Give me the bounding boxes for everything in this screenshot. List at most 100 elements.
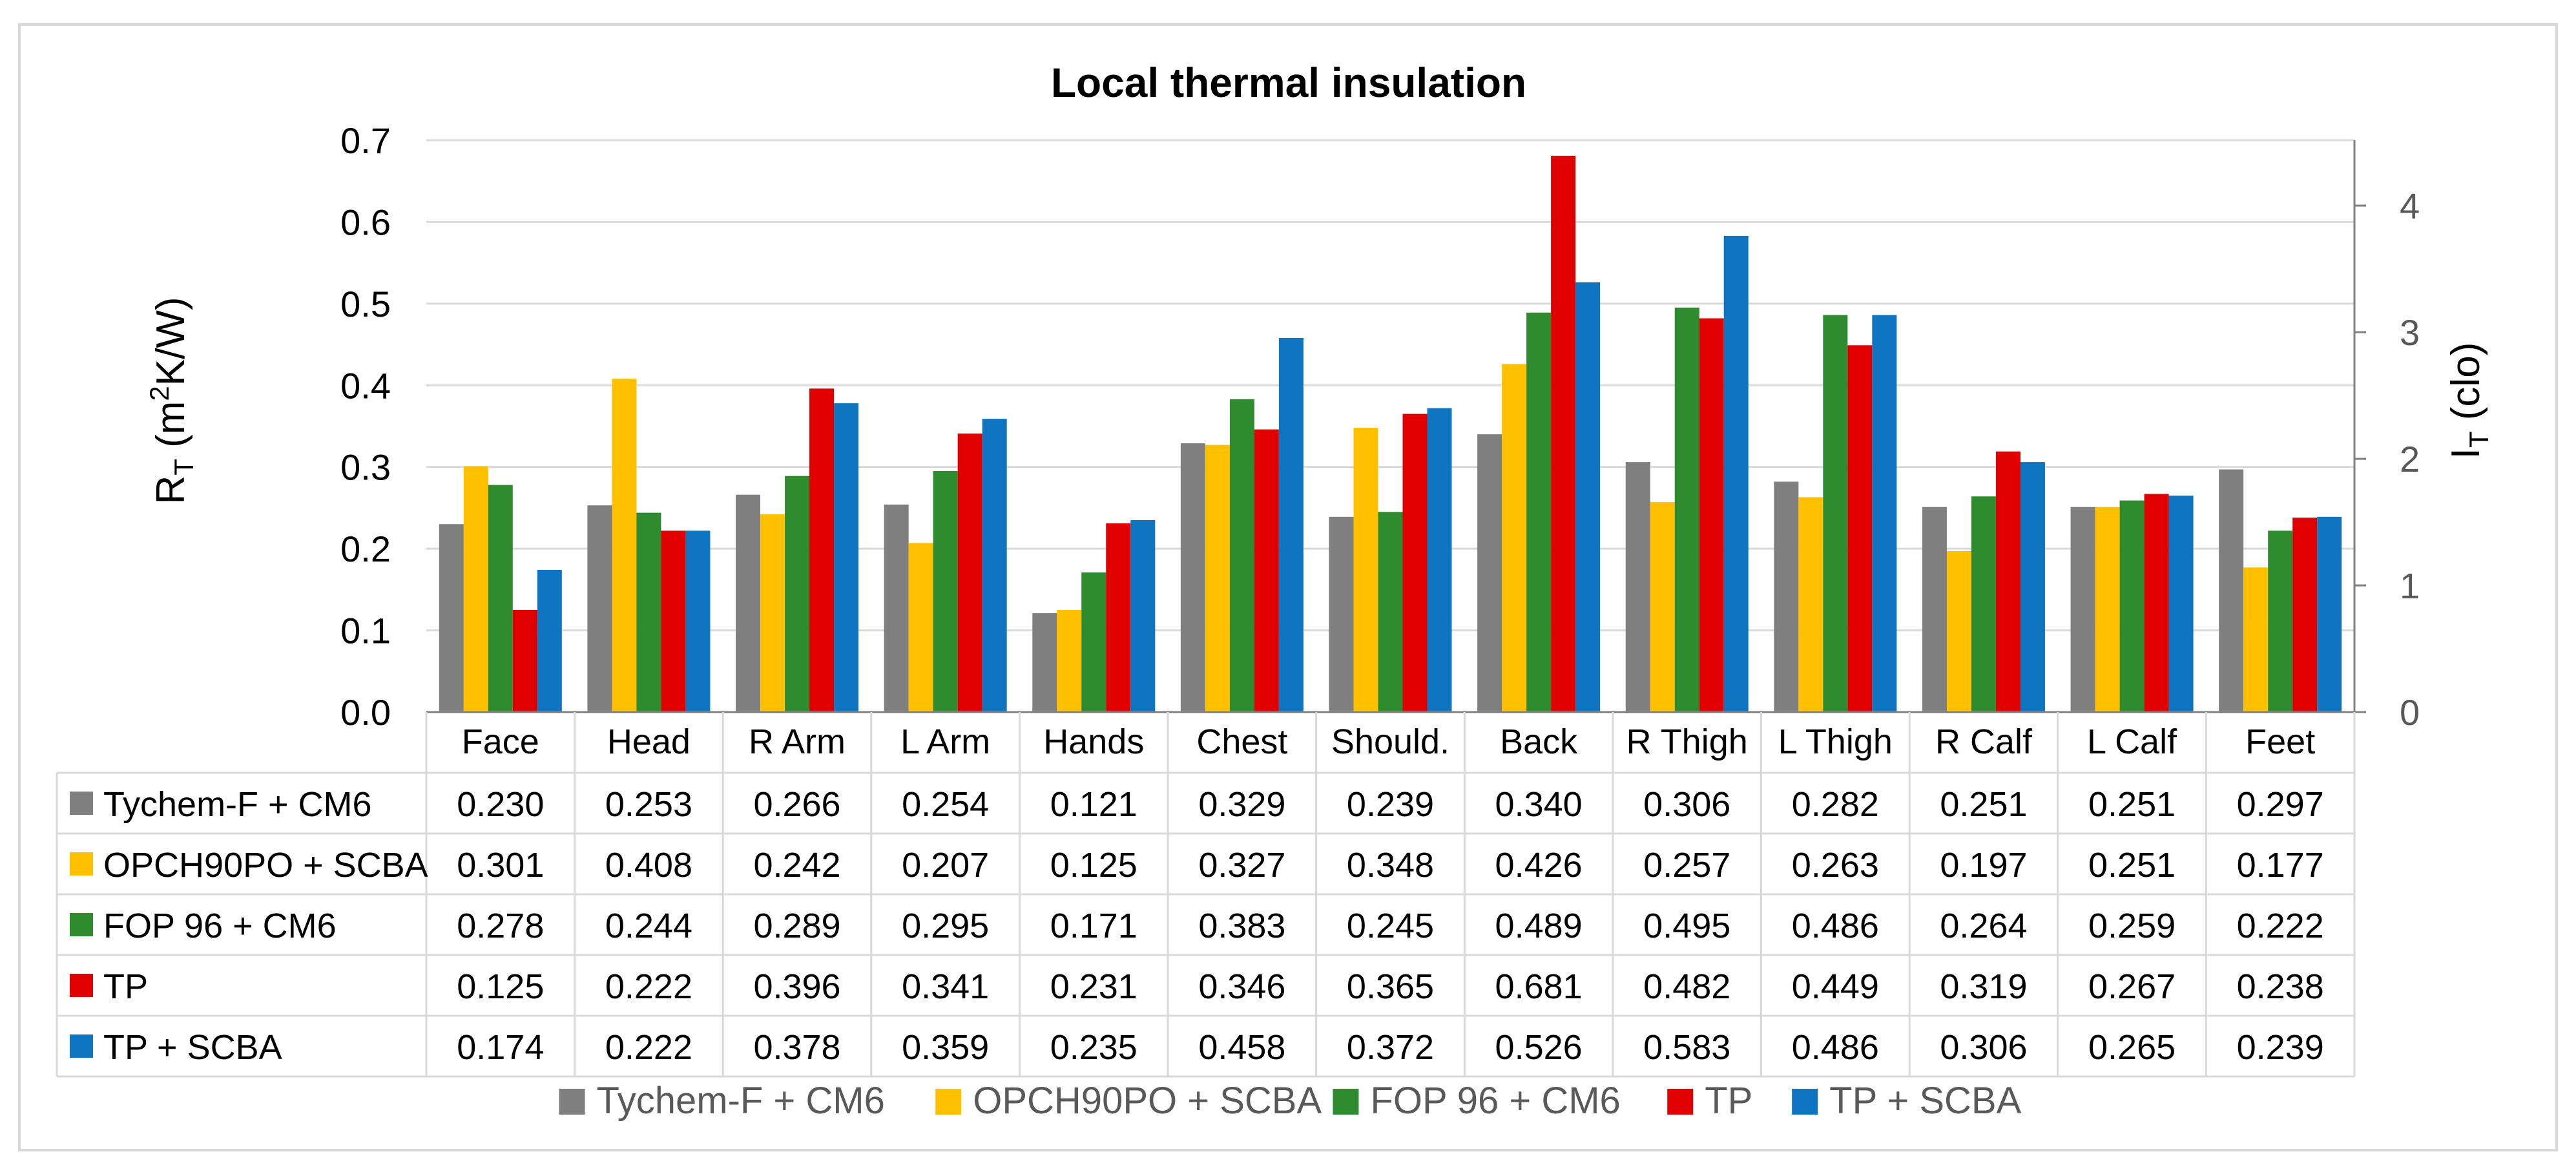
category-label: L Calf bbox=[2087, 722, 2177, 761]
table-cell-value: 0.329 bbox=[1198, 785, 1285, 824]
table-cell-value: 0.239 bbox=[1347, 785, 1434, 824]
y-tick-label: 0.5 bbox=[340, 284, 391, 324]
bar-tp-face bbox=[512, 609, 537, 712]
legend: Tychem-F + CM6 OPCH90PO + SCBA FOP 96 + CM… bbox=[559, 1080, 2022, 1122]
y-tick-label: 0.0 bbox=[340, 692, 391, 733]
table-cell-value: 0.295 bbox=[902, 907, 989, 945]
bar-tychem-f-cm6-l-arm bbox=[884, 504, 909, 712]
table-cell-value: 0.231 bbox=[1050, 967, 1137, 1006]
table-cell-value: 0.306 bbox=[1940, 1028, 2027, 1067]
bar-tp-scba-r-thigh bbox=[1723, 235, 1749, 713]
table-cell-value: 0.319 bbox=[1940, 967, 2027, 1006]
table-cell-value: 0.121 bbox=[1050, 785, 1137, 824]
bar-opch90po-scba-face bbox=[463, 466, 488, 712]
table-cell-value: 0.251 bbox=[1940, 785, 2027, 824]
bar-tychem-f-cm6-r-calf bbox=[1922, 507, 1947, 712]
category-label: Face bbox=[462, 722, 539, 761]
table-row-legend-swatch bbox=[70, 974, 93, 997]
bar-tychem-f-cm6-l-thigh bbox=[1774, 481, 1799, 712]
table-cell-value: 0.486 bbox=[1792, 1028, 1879, 1067]
table-row-header: OPCH90PO + SCBA bbox=[103, 846, 428, 885]
category-label: R Calf bbox=[1935, 722, 2033, 761]
table-row-header: FOP 96 + CM6 bbox=[103, 907, 337, 945]
category-label: Back bbox=[1500, 722, 1578, 761]
data-table: Face Head R Arm L Arm Hands Chest Should. Back R… bbox=[56, 712, 2356, 1078]
bar-opch90po-scba-r-arm bbox=[760, 514, 785, 712]
table-cell-value: 0.251 bbox=[2088, 785, 2176, 824]
table-row-legend-swatch bbox=[70, 1034, 93, 1058]
table-cell-value: 0.222 bbox=[605, 967, 692, 1006]
bar-tp-l-thigh bbox=[1847, 345, 1873, 712]
bar-tp-scba-should- bbox=[1427, 408, 1452, 712]
y-tick-label: 0.3 bbox=[340, 447, 391, 488]
legend-label: Tychem-F + CM6 bbox=[597, 1080, 885, 1122]
table-cell-value: 0.238 bbox=[2237, 967, 2324, 1006]
table-cell-value: 0.171 bbox=[1050, 907, 1137, 945]
bar-tychem-f-cm6-r-arm bbox=[736, 494, 761, 712]
table-cell-value: 0.489 bbox=[1495, 907, 1583, 945]
bar-tp-feet bbox=[2292, 518, 2318, 712]
bar-tp-scba-head bbox=[685, 530, 711, 712]
table-cell-value: 0.408 bbox=[605, 846, 692, 885]
table-cell-value: 0.526 bbox=[1495, 1028, 1583, 1067]
y2-axis-ticks: 0 1 2 3 4 bbox=[2354, 185, 2420, 733]
category-label: R Thigh bbox=[1626, 722, 1748, 761]
bar-fop-96-cm6-face bbox=[488, 485, 513, 712]
table-cell-value: 0.259 bbox=[2088, 907, 2176, 945]
bar-tychem-f-cm6-r-thigh bbox=[1625, 462, 1650, 712]
category-label: L Arm bbox=[900, 722, 990, 761]
bar-opch90po-scba-r-thigh bbox=[1650, 502, 1675, 712]
table-cell-value: 0.341 bbox=[902, 967, 989, 1006]
bar-tp-r-calf bbox=[1995, 451, 2020, 712]
table-cell-value: 0.359 bbox=[902, 1028, 989, 1067]
axes bbox=[426, 140, 2356, 713]
bar-tychem-f-cm6-back bbox=[1477, 434, 1502, 712]
table-cell-value: 0.681 bbox=[1495, 967, 1583, 1006]
table-cell-value: 0.282 bbox=[1792, 785, 1879, 824]
bar-fop-96-cm6-r-calf bbox=[1971, 496, 1996, 712]
bar-tychem-f-cm6-should- bbox=[1329, 516, 1354, 712]
y2-tick-label: 4 bbox=[2400, 185, 2420, 226]
table-cell-value: 0.245 bbox=[1347, 907, 1434, 945]
bar-tp-l-arm bbox=[957, 433, 982, 712]
legend-label: TP bbox=[1705, 1080, 1752, 1122]
table-row-legend-swatch bbox=[70, 913, 93, 936]
table-cell-value: 0.251 bbox=[2088, 846, 2176, 885]
bar-fop-96-cm6-r-arm bbox=[785, 476, 810, 712]
legend-swatch bbox=[1792, 1089, 1818, 1115]
bar-tychem-f-cm6-face bbox=[439, 524, 464, 712]
table-cell-value: 0.583 bbox=[1643, 1028, 1730, 1067]
bar-tp-scba-face bbox=[537, 570, 562, 712]
legend-swatch bbox=[559, 1089, 585, 1115]
legend-label: OPCH90PO + SCBA bbox=[973, 1080, 1322, 1122]
y-tick-label: 0.4 bbox=[340, 365, 391, 406]
y-axis-ticks: 0.0 0.1 0.2 0.3 0.4 0.5 0.6 0.7 bbox=[340, 120, 391, 733]
table-cell-value: 0.235 bbox=[1050, 1028, 1137, 1067]
y-axis-title-sup: 2 bbox=[144, 386, 174, 401]
bar-opch90po-scba-hands bbox=[1057, 609, 1082, 712]
table-cell-value: 0.244 bbox=[605, 907, 692, 945]
bar-tp-head bbox=[661, 530, 686, 712]
table-cell-value: 0.253 bbox=[605, 785, 692, 824]
bar-opch90po-scba-r-calf bbox=[1946, 551, 1971, 712]
bar-opch90po-scba-feet bbox=[2243, 567, 2269, 712]
category-label: R Arm bbox=[749, 722, 846, 761]
table-cell-value: 0.482 bbox=[1643, 967, 1730, 1006]
y-axis-title-rest: (m bbox=[149, 401, 193, 459]
table-cell-value: 0.267 bbox=[2088, 967, 2176, 1006]
legend-label: FOP 96 + CM6 bbox=[1370, 1080, 1620, 1122]
category-label: L Thigh bbox=[1778, 722, 1893, 761]
bar-opch90po-scba-l-thigh bbox=[1798, 497, 1823, 712]
bar-tp-scba-chest bbox=[1278, 337, 1304, 712]
bar-opch90po-scba-l-arm bbox=[908, 543, 933, 712]
bar-fop-96-cm6-feet bbox=[2268, 530, 2293, 712]
table-cell-value: 0.348 bbox=[1347, 846, 1434, 885]
bar-tp-scba-l-thigh bbox=[1872, 315, 1897, 712]
table-cell-value: 0.306 bbox=[1643, 785, 1730, 824]
bar-tp-scba-hands bbox=[1130, 520, 1156, 712]
table-cell-value: 0.486 bbox=[1792, 907, 1879, 945]
bar-fop-96-cm6-head bbox=[636, 512, 661, 712]
category-label: Feet bbox=[2245, 722, 2315, 761]
